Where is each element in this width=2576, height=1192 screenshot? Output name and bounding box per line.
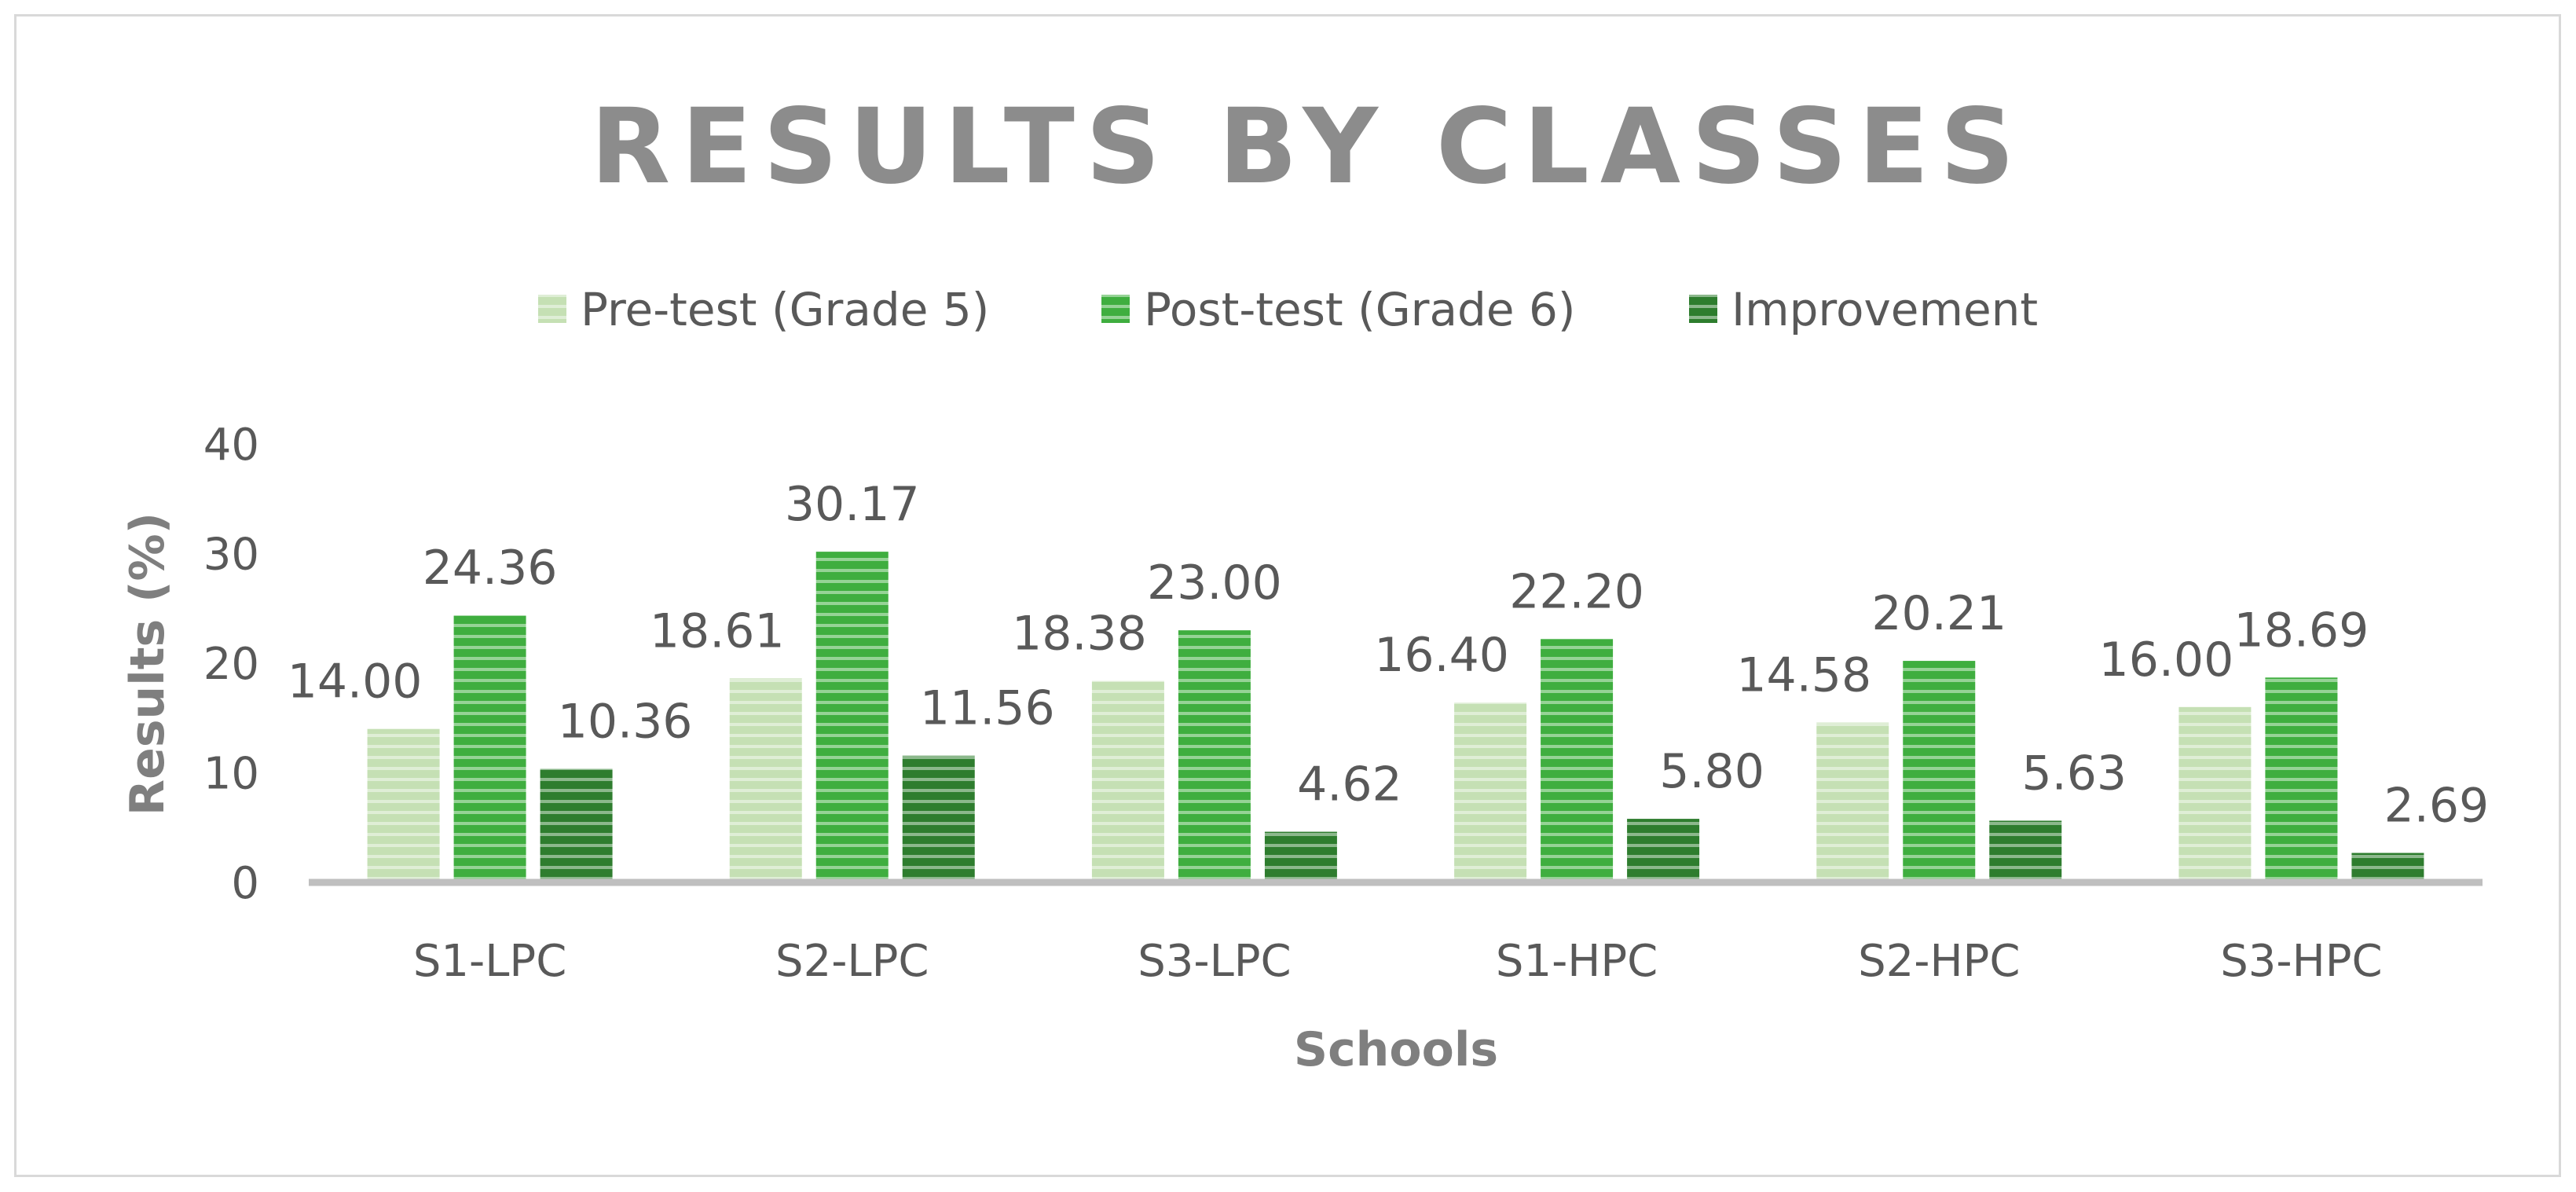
data-label: 16.40 bbox=[1374, 628, 1509, 683]
y-axis-ticks: 0 10 20 30 40 bbox=[203, 420, 259, 909]
bar bbox=[729, 678, 802, 882]
bar bbox=[2351, 853, 2424, 882]
data-label: 4.62 bbox=[1297, 757, 1402, 812]
data-label: 5.63 bbox=[2021, 746, 2127, 801]
bar bbox=[815, 552, 889, 882]
legend-label: Post-test (Grade 6) bbox=[1144, 283, 1576, 336]
bar bbox=[1178, 630, 1251, 882]
bar bbox=[1541, 639, 1614, 882]
bar bbox=[1627, 819, 1700, 882]
data-label: 11.56 bbox=[920, 681, 1055, 736]
legend-swatch bbox=[1689, 295, 1717, 323]
y-axis-title: Results (%) bbox=[120, 512, 175, 816]
bar bbox=[1091, 680, 1164, 882]
bar bbox=[902, 755, 975, 882]
y-tick-label: 40 bbox=[203, 420, 259, 471]
data-label: 18.38 bbox=[1012, 607, 1147, 662]
bar bbox=[1903, 661, 1976, 882]
y-tick-label: 10 bbox=[203, 749, 259, 800]
y-tick-label: 30 bbox=[203, 530, 259, 581]
x-tick-label: S1-HPC bbox=[1496, 936, 1658, 987]
bar bbox=[2178, 706, 2252, 882]
x-tick-label: S3-HPC bbox=[2220, 936, 2382, 987]
chart-title: RESULTS BY CLASSES bbox=[591, 86, 2026, 207]
legend-item: Post-test (Grade 6) bbox=[1101, 283, 1576, 336]
legend-label: Improvement bbox=[1731, 283, 2038, 336]
legend-item: Pre-test (Grade 5) bbox=[538, 283, 989, 336]
data-label: 20.21 bbox=[1871, 586, 2006, 641]
legend-swatch bbox=[538, 295, 566, 323]
y-tick-label: 0 bbox=[231, 858, 259, 909]
data-label: 14.58 bbox=[1736, 648, 1871, 703]
bar bbox=[1816, 722, 1889, 882]
legend: Pre-test (Grade 5) Post-test (Grade 6) Imp… bbox=[538, 283, 2038, 336]
x-tick-label: S1-LPC bbox=[413, 936, 566, 987]
data-label: 24.36 bbox=[423, 541, 558, 596]
x-axis-ticks: S1-LPC S2-LPC S3-LPC S1-HPC S2-HPC S3-HPC bbox=[413, 936, 2383, 987]
data-label: 23.00 bbox=[1147, 556, 1282, 611]
data-label: 18.69 bbox=[2234, 603, 2369, 658]
data-label: 16.00 bbox=[2099, 633, 2234, 688]
bar bbox=[453, 615, 526, 882]
data-label: 5.80 bbox=[1659, 744, 1764, 799]
bar bbox=[367, 728, 440, 882]
data-label: 14.00 bbox=[288, 655, 423, 710]
x-tick-label: S2-HPC bbox=[1858, 936, 2020, 987]
data-label: 30.17 bbox=[785, 477, 920, 532]
data-label: 18.61 bbox=[650, 603, 785, 658]
legend-swatch bbox=[1101, 295, 1130, 323]
bar bbox=[540, 768, 613, 882]
data-label: 10.36 bbox=[558, 694, 693, 749]
y-tick-label: 20 bbox=[203, 639, 259, 690]
data-label: 22.20 bbox=[1509, 564, 1644, 619]
data-label: 2.69 bbox=[2384, 778, 2490, 833]
legend-label: Pre-test (Grade 5) bbox=[581, 283, 989, 336]
data-labels: 14.00 24.36 10.36 18.61 30.17 11.56 18.3823.00… bbox=[288, 477, 2490, 833]
legend-item: Improvement bbox=[1689, 283, 2038, 336]
y-axis-title-group: Results (%) bbox=[120, 512, 175, 816]
bar bbox=[1989, 820, 2062, 882]
bar bbox=[1264, 831, 1337, 882]
bar bbox=[2265, 677, 2338, 882]
x-tick-label: S3-LPC bbox=[1138, 936, 1291, 987]
bars bbox=[367, 552, 2424, 882]
chart-frame bbox=[14, 14, 2561, 1177]
bar bbox=[1454, 702, 1527, 882]
x-tick-label: S2-LPC bbox=[775, 936, 929, 987]
x-axis-title: Schools bbox=[1294, 1022, 1498, 1077]
